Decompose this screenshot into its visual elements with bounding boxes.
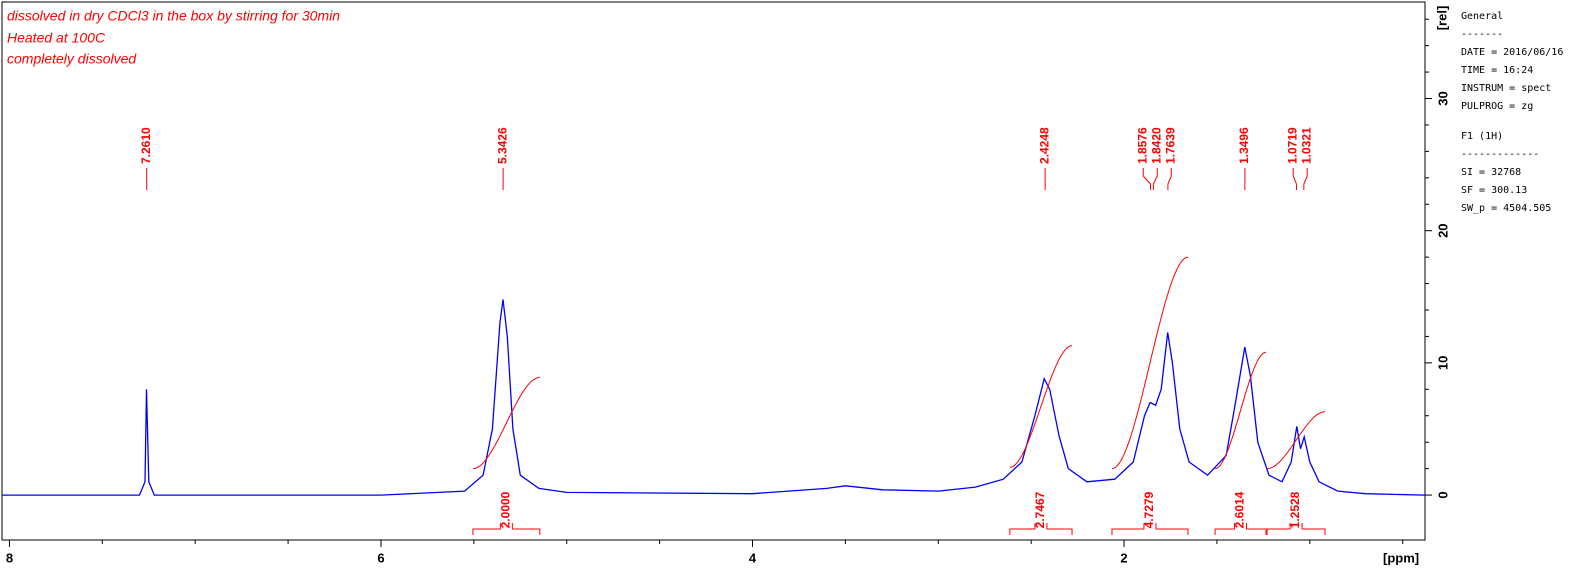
parameter-line: ------- — [1461, 29, 1503, 40]
integral-bracket — [1214, 523, 1267, 535]
parameter-line: SI = 32768 — [1461, 167, 1521, 178]
y-axis-label: [rel] — [1434, 6, 1449, 31]
note: Heated at 100C — [7, 30, 106, 46]
peak-label: 1.8576 — [1135, 127, 1149, 164]
parameter-line: SF = 300.13 — [1461, 185, 1527, 196]
integral-curve — [1215, 351, 1267, 470]
parameter-line: General — [1461, 11, 1503, 22]
integral-bracket — [1111, 523, 1189, 535]
integral-curve — [472, 376, 540, 470]
y-tick-label: 10 — [1435, 356, 1450, 370]
peak-label: 1.0719 — [1285, 127, 1299, 164]
parameter-line: INSTRUM = spect — [1461, 83, 1551, 94]
integral-label: 2.7467 — [1033, 491, 1047, 528]
parameter-line: DATE = 2016/06/16 — [1461, 47, 1563, 58]
integral-bracket — [1266, 523, 1326, 535]
plot-frame — [1, 1, 1426, 541]
peak-label: 2.4248 — [1037, 127, 1051, 164]
peak-label: 1.8420 — [1149, 127, 1163, 164]
x-tick-label: 6 — [377, 550, 384, 565]
peak-label: 1.3496 — [1237, 127, 1251, 164]
integral-curve — [1111, 256, 1189, 470]
integral-bracket — [1009, 523, 1073, 535]
integral-label: 2.6014 — [1233, 491, 1247, 528]
peak-marker — [1152, 168, 1158, 190]
x-tick-label: 4 — [749, 550, 757, 565]
parameter-line: SW_p = 4504.505 — [1461, 203, 1551, 214]
x-axis-label: [ppm] — [1383, 550, 1419, 565]
integral-label: 2.0000 — [499, 491, 513, 528]
parameter-line: PULPROG = zg — [1461, 101, 1533, 112]
spectrum-line — [2, 299, 1426, 496]
peak-label: 7.2610 — [139, 127, 153, 164]
x-tick-label: 2 — [1120, 550, 1127, 565]
peak-marker — [1167, 168, 1172, 190]
parameter-line: F1 (1H) — [1461, 131, 1503, 142]
peak-label: 1.7639 — [1163, 127, 1177, 164]
y-tick-label: 20 — [1435, 223, 1450, 237]
integral-curve — [1267, 411, 1326, 470]
integral-bracket — [472, 523, 541, 535]
peak-marker — [1292, 168, 1297, 190]
parameter-line: ------------- — [1461, 149, 1539, 160]
note: completely dissolved — [7, 51, 137, 67]
peak-label: 1.0321 — [1299, 127, 1313, 164]
note: dissolved in dry CDCl3 in the box by sti… — [7, 8, 340, 24]
x-tick-label: 8 — [6, 550, 13, 565]
peak-marker — [1142, 168, 1152, 190]
integral-curve — [1009, 345, 1073, 468]
integral-label: 1.2528 — [1288, 491, 1302, 528]
y-tick-label: 0 — [1435, 491, 1450, 498]
peak-label: 5.3426 — [495, 127, 509, 164]
y-tick-label: 30 — [1435, 91, 1450, 105]
peak-marker — [1303, 168, 1308, 190]
integral-label: 4.7279 — [1142, 491, 1156, 528]
parameter-line: TIME = 16:24 — [1461, 65, 1533, 76]
